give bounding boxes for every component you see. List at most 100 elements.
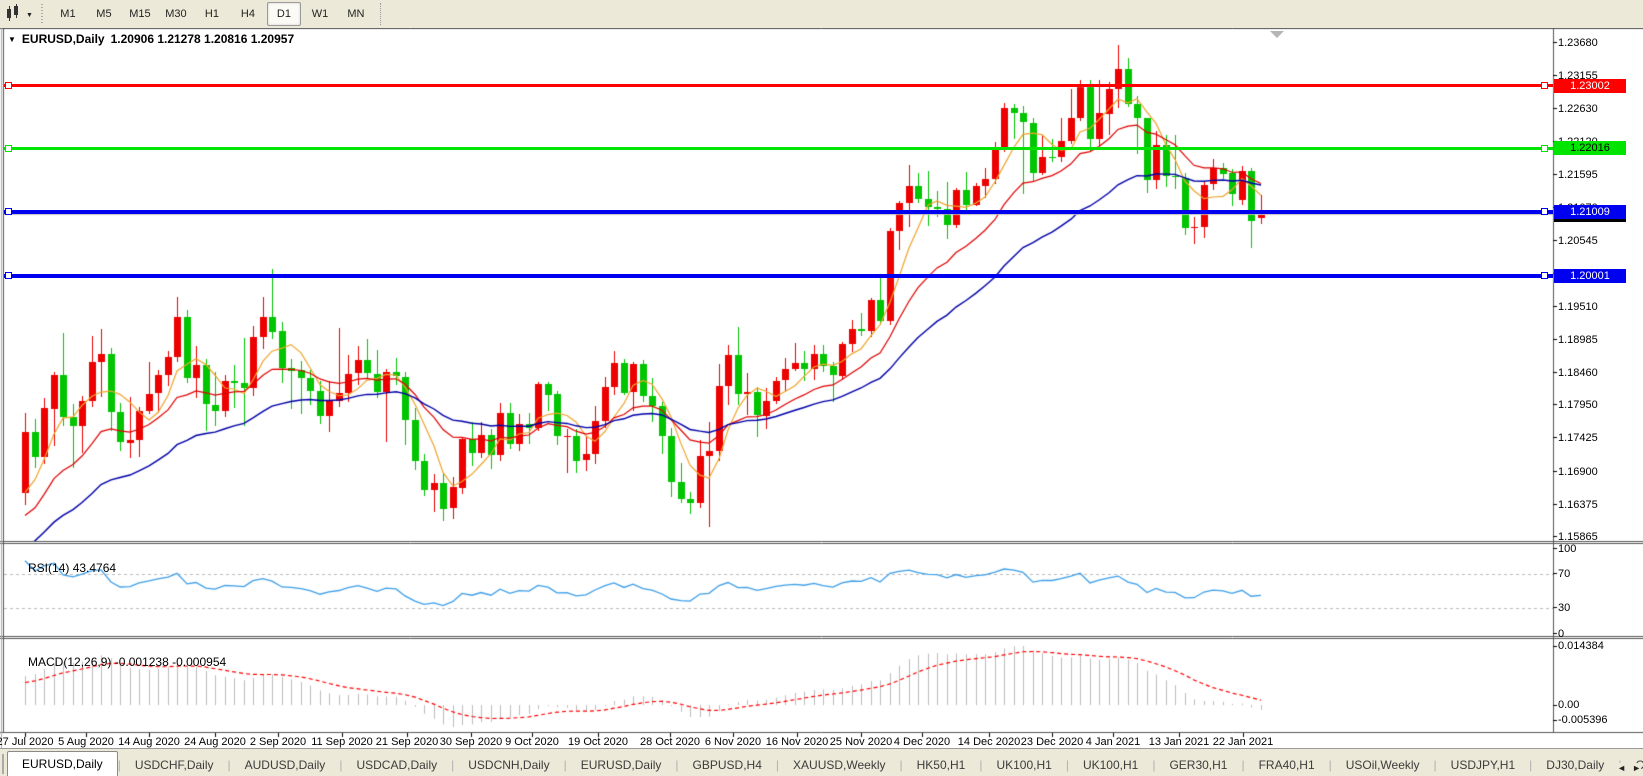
timeframe-button-m15[interactable]: M15 xyxy=(129,8,151,20)
chart-tab-audusd-daily[interactable]: AUDUSD,Daily xyxy=(244,758,326,772)
chart-tab-usdchf-daily[interactable]: USDCHF,Daily xyxy=(134,758,214,772)
chart-tab-usdjpy-h1[interactable]: USDJPY,H1 xyxy=(1450,758,1516,772)
date-axis-label: 22 Jan 2021 xyxy=(1212,736,1274,748)
rsi-axis-tick-label: 0 xyxy=(1558,627,1565,640)
date-axis-label: 19 Oct 2020 xyxy=(568,736,628,748)
timeframe-button-m30[interactable]: M30 xyxy=(165,8,187,20)
rsi-value: 43.4764 xyxy=(72,561,117,575)
price-axis-tick-label: 1.16375 xyxy=(1558,498,1598,511)
tab-separator: | xyxy=(117,758,121,772)
level-price-label: 1.20001 xyxy=(1554,268,1626,283)
chart-type-dropdown-icon[interactable]: ▼ xyxy=(26,11,33,19)
date-axis-label: 2 Sep 2020 xyxy=(249,736,307,748)
price-axis-tick-label: 1.18985 xyxy=(1558,333,1598,346)
timeframe-button-m5[interactable]: M5 xyxy=(96,8,112,20)
chart-tab-gbpusd-h4[interactable]: GBPUSD,H4 xyxy=(692,758,762,772)
date-axis-label: 14 Aug 2020 xyxy=(118,736,180,748)
timeframe-button-d1[interactable]: D1 xyxy=(266,2,301,26)
date-axis-label: 25 Nov 2020 xyxy=(829,736,893,748)
tab-separator: | xyxy=(1433,758,1437,772)
price-axis-tick-label: 1.21595 xyxy=(1558,168,1598,181)
price-axis-tick-label: 1.17425 xyxy=(1558,432,1598,445)
tab-separator: | xyxy=(675,758,679,772)
timeframe-button-m1[interactable]: M1 xyxy=(60,8,76,20)
chart-tab-usoil-weekly[interactable]: USOil,Weekly xyxy=(1345,758,1420,772)
date-axis-label: 16 Nov 2020 xyxy=(765,736,829,748)
rsi-axis-tick-label: 70 xyxy=(1558,568,1571,580)
date-axis-label: 21 Sep 2020 xyxy=(375,736,439,748)
price-chart-canvas[interactable] xyxy=(0,28,1643,748)
line-left-handle[interactable] xyxy=(5,144,12,152)
tab-separator: | xyxy=(979,758,983,772)
rsi-indicator-label: RSI(14) 43.4764 xyxy=(8,547,116,589)
line-left-handle[interactable] xyxy=(5,82,12,90)
horizontal-level-line[interactable] xyxy=(4,273,1553,278)
date-axis-label: 4 Jan 2021 xyxy=(1085,736,1141,748)
line-left-handle[interactable] xyxy=(5,208,12,216)
timeframe-button-h4[interactable]: H4 xyxy=(240,8,255,20)
level-price-label: 1.22016 xyxy=(1554,141,1626,156)
tab-separator: | xyxy=(899,758,903,772)
chart-tab-dj30-daily[interactable]: DJ30,Daily xyxy=(1546,758,1605,772)
chart-tab-uk100-h1[interactable]: UK100,H1 xyxy=(1082,758,1139,772)
chart-tab-hk50-h1[interactable]: HK50,H1 xyxy=(916,758,966,772)
tab-scroll-right-icon[interactable]: ► xyxy=(1632,763,1641,773)
tab-separator: | xyxy=(227,758,231,772)
macd-axis-tick-label: -0.005396 xyxy=(1558,714,1608,726)
price-axis-tick-label: 1.19510 xyxy=(1558,300,1598,313)
toolbar-drag-handle[interactable] xyxy=(40,4,46,24)
rsi-axis-tick-label: 30 xyxy=(1558,602,1571,614)
chart-tab-eurusd-daily[interactable]: EURUSD,Daily xyxy=(7,751,118,776)
price-axis-tick-label: 1.16900 xyxy=(1558,465,1598,478)
tab-scroll-left-icon[interactable]: ◄ xyxy=(1617,763,1627,773)
line-right-handle[interactable] xyxy=(1541,144,1548,152)
chart-tab-fra40-h1[interactable]: FRA40,H1 xyxy=(1258,758,1315,772)
chart-tab-usdcnh-daily[interactable]: USDCNH,Daily xyxy=(468,758,550,772)
candlestick-chart-icon[interactable] xyxy=(4,4,24,23)
chart-tab-usdcad-daily[interactable]: USDCAD,Daily xyxy=(356,758,438,772)
date-axis-label: 5 Aug 2020 xyxy=(58,736,114,748)
chart-shift-marker-icon[interactable] xyxy=(1270,31,1284,38)
date-axis-label: 14 Dec 2020 xyxy=(957,736,1021,748)
date-axis-label: 23 Dec 2020 xyxy=(1020,736,1084,748)
horizontal-level-line[interactable] xyxy=(4,209,1553,214)
tab-separator: | xyxy=(1529,758,1533,772)
tabbar-drag-handle[interactable] xyxy=(2,754,4,774)
date-axis-label: 9 Oct 2020 xyxy=(505,736,559,748)
line-right-handle[interactable] xyxy=(1541,272,1548,280)
price-axis-tick-label: 1.23680 xyxy=(1558,37,1598,49)
tab-separator: | xyxy=(775,758,780,772)
line-right-handle[interactable] xyxy=(1541,82,1548,90)
chart-tab-eurusd-daily[interactable]: EURUSD,Daily xyxy=(580,758,662,772)
horizontal-level-line[interactable] xyxy=(4,84,1553,88)
price-axis-tick-label: 1.22630 xyxy=(1558,103,1598,116)
price-axis-tick-label: 1.20545 xyxy=(1558,235,1598,248)
level-price-label: 1.23002 xyxy=(1554,78,1626,93)
date-axis-label: 28 Oct 2020 xyxy=(640,736,700,748)
date-axis-label: 30 Sep 2020 xyxy=(439,736,503,748)
toolbar-separator xyxy=(379,3,382,25)
symbol-dropdown-icon[interactable]: ▼ xyxy=(8,35,16,44)
line-left-handle[interactable] xyxy=(5,272,12,280)
chart-tab-ger30-h1[interactable]: GER30,H1 xyxy=(1169,758,1228,772)
tab-separator: | xyxy=(1152,758,1156,772)
date-axis-label: 27 Jul 2020 xyxy=(0,736,54,748)
tab-separator: | xyxy=(1241,758,1245,772)
rsi-name: RSI(14) xyxy=(28,561,70,575)
horizontal-level-line[interactable] xyxy=(4,146,1553,150)
timeframe-button-mn[interactable]: MN xyxy=(347,8,365,20)
timeframe-button-w1[interactable]: W1 xyxy=(311,8,329,20)
chart-tab-xauusd-weekly[interactable]: XAUUSD,Weekly xyxy=(793,758,886,772)
level-price-label: 1.21009 xyxy=(1554,204,1626,219)
line-right-handle[interactable] xyxy=(1541,208,1548,216)
chart-tab-bar: EURUSD,Daily | USDCHF,Daily | AUDUSD,Daily | U… xyxy=(0,748,1643,776)
macd-indicator-label: MACD(12,26,9) -0.001238 -0.000954 xyxy=(8,641,226,683)
chart-tab-uk100-h1[interactable]: UK100,H1 xyxy=(996,758,1052,772)
macd-axis-tick-label: 0.014384 xyxy=(1558,640,1604,652)
date-axis-label: 4 Dec 2020 xyxy=(893,736,951,748)
tab-separator: | xyxy=(451,758,455,772)
timeframe-toolbar: ▼ M1 M5 M15 M30 H1 H4 D1 W1 MN xyxy=(0,0,1643,29)
timeframe-button-h1[interactable]: H1 xyxy=(204,8,219,20)
date-axis-label: 13 Jan 2021 xyxy=(1148,736,1210,748)
